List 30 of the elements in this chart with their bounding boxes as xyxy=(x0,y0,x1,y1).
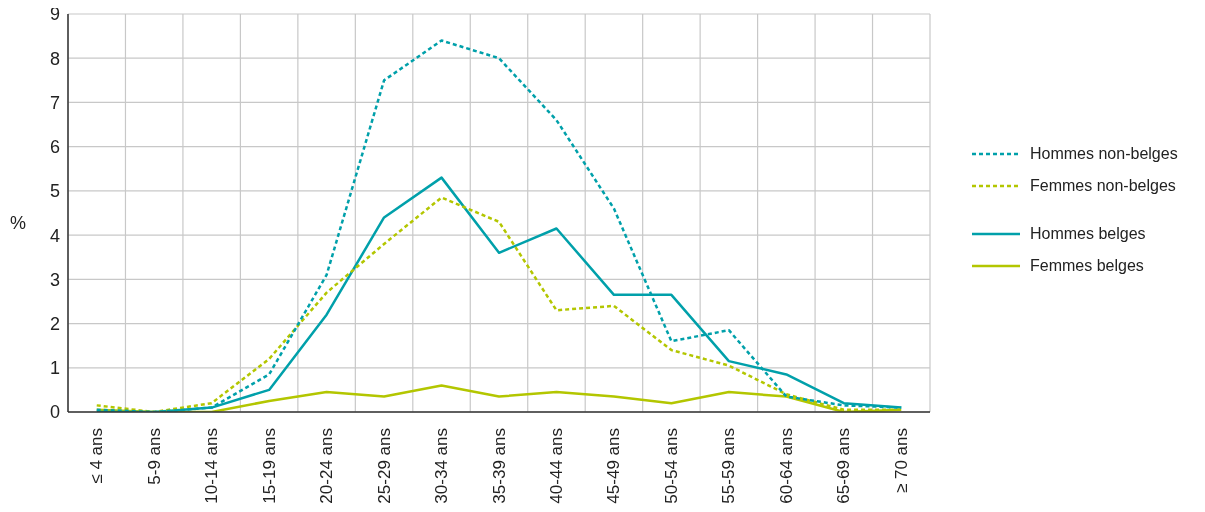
x-tick-label: 65-69 ans xyxy=(834,428,854,504)
x-tick-label: ≤ 4 ans xyxy=(87,428,107,484)
y-tick-label: 3 xyxy=(49,269,60,290)
x-tick-label: 50-54 ans xyxy=(661,428,681,504)
y-tick-label: 5 xyxy=(49,181,60,202)
x-tick-label: 25-29 ans xyxy=(374,428,394,504)
y-tick-label: 4 xyxy=(49,225,60,246)
x-tick-label: ≥ 70 ans xyxy=(891,428,911,494)
y-axis-title: % xyxy=(10,213,27,234)
legend-label: Hommes belges xyxy=(1030,225,1146,243)
x-tick-label: 5-9 ans xyxy=(144,428,164,485)
x-tick-label: 10-14 ans xyxy=(202,428,222,504)
x-tick-label: 20-24 ans xyxy=(317,428,337,504)
x-tick-label: 55-59 ans xyxy=(719,428,739,504)
x-tick-label: 45-49 ans xyxy=(604,428,624,504)
y-tick-label: 9 xyxy=(49,4,60,25)
x-tick-label: 15-19 ans xyxy=(259,428,279,504)
y-tick-label: 8 xyxy=(49,48,60,69)
y-tick-label: 7 xyxy=(49,92,60,113)
x-tick-label: 35-39 ans xyxy=(489,428,509,504)
y-tick-label: 2 xyxy=(49,313,60,334)
legend-label: Femmes belges xyxy=(1030,257,1144,275)
y-tick-label: 6 xyxy=(49,137,60,158)
y-tick-label: 0 xyxy=(49,402,60,423)
x-tick-label: 60-64 ans xyxy=(776,428,796,504)
x-tick-label: 40-44 ans xyxy=(546,428,566,504)
legend-label: Femmes non-belges xyxy=(1030,177,1176,195)
legend-label: Hommes non-belges xyxy=(1030,145,1178,163)
y-tick-label: 1 xyxy=(49,358,60,379)
x-tick-label: 30-34 ans xyxy=(432,428,452,504)
